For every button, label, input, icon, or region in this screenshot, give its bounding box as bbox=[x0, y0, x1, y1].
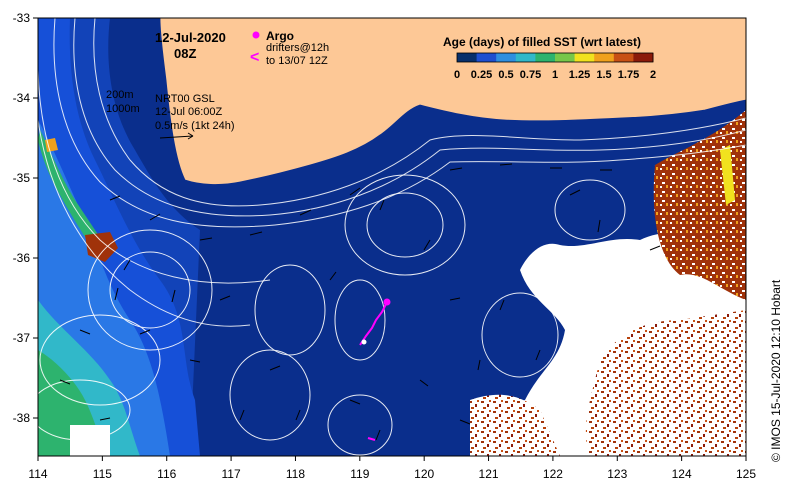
colorbar-tick-label: 0.75 bbox=[520, 69, 541, 81]
colorbar-swatch bbox=[594, 53, 615, 62]
map-date: 12-Jul-2020 bbox=[155, 30, 226, 45]
colorbar-title: Age (days) of filled SST (wrt latest) bbox=[443, 35, 641, 49]
lon-tick-label: 118 bbox=[286, 467, 305, 481]
lon-tick-label: 114 bbox=[28, 467, 47, 481]
colorbar-swatch bbox=[574, 53, 595, 62]
colorbar-tick-label: 1.25 bbox=[569, 69, 590, 81]
brown-coast-patch bbox=[85, 232, 118, 262]
lat-tick-label: -38 bbox=[13, 411, 31, 425]
old-data-speckle-south bbox=[470, 394, 560, 456]
old-data-speckle-east bbox=[585, 310, 746, 456]
argo-drifter-tracks bbox=[359, 298, 391, 441]
eddy-contours bbox=[38, 174, 626, 456]
colorbar-swatch bbox=[496, 53, 517, 62]
colorbar-tick-label: 1 bbox=[552, 69, 558, 81]
colorbar-frame bbox=[456, 52, 654, 63]
vector-scale-arrow bbox=[159, 135, 194, 139]
colorbar-swatch bbox=[457, 53, 478, 62]
colorbar-tick-label: 1.5 bbox=[596, 69, 611, 81]
product-label: NRT00 GSL bbox=[155, 93, 215, 105]
colorbar-swatch bbox=[515, 53, 536, 62]
colorbar-swatch bbox=[633, 53, 654, 62]
argo-legend: Argo < drifters@12h to 13/07 12Z bbox=[250, 29, 329, 67]
lat-tick-label: -34 bbox=[13, 91, 31, 105]
colorbar-swatch bbox=[476, 53, 497, 62]
lon-tick-label: 115 bbox=[93, 467, 112, 481]
green-north-strip bbox=[38, 130, 105, 252]
imos-credit: © IMOS 15-Jul-2020 12:10 Hobart bbox=[769, 279, 783, 462]
isobath-1000m-label: 1000m bbox=[106, 103, 140, 115]
drifter-icon: < bbox=[250, 49, 259, 66]
colorbar-tick-label: 1.75 bbox=[618, 69, 639, 81]
isobath-200m-label: 200m bbox=[106, 89, 134, 101]
colorbar-swatch bbox=[555, 53, 576, 62]
lon-tick-label: 123 bbox=[607, 467, 627, 481]
lat-axis-labels: -33 -34 -35 -36 -37 -38 bbox=[13, 11, 38, 425]
lat-tick-label: -36 bbox=[13, 251, 31, 265]
lon-tick-label: 122 bbox=[543, 467, 563, 481]
drifters-label-line1: drifters@12h bbox=[266, 42, 329, 54]
lat-tick-label: -35 bbox=[13, 171, 31, 185]
colorbar-swatches bbox=[457, 53, 654, 62]
lat-tick-label: -33 bbox=[13, 11, 31, 25]
colorbar-swatch bbox=[535, 53, 556, 62]
map-frame bbox=[37, 17, 747, 457]
map-area bbox=[38, 18, 746, 456]
argo-label: Argo bbox=[266, 29, 294, 43]
white-patch-coast bbox=[70, 425, 110, 456]
vector-scale-arrowhead bbox=[187, 132, 194, 140]
lon-tick-label: 120 bbox=[414, 467, 434, 481]
isobath-contours bbox=[38, 18, 746, 327]
colorbar-swatch bbox=[613, 53, 634, 62]
current-vectors bbox=[59, 163, 661, 441]
argo-icon bbox=[252, 31, 260, 39]
lat-tick-label: -37 bbox=[13, 331, 31, 345]
colorbar-tick-labels: 0 0.25 0.5 0.75 1 1.25 1.5 1.75 2 bbox=[454, 69, 656, 81]
colorbar-tick-label: 2 bbox=[650, 69, 656, 81]
lon-axis-labels: 114 115 116 117 118 119 120 121 122 123 124 125 bbox=[28, 456, 756, 481]
map-time: 08Z bbox=[174, 46, 196, 61]
lon-tick-label: 119 bbox=[350, 467, 369, 481]
drifters-label-line2: to 13/07 12Z bbox=[266, 55, 328, 67]
lon-tick-label: 124 bbox=[672, 467, 692, 481]
colorbar-tick-label: 0 bbox=[454, 69, 460, 81]
lon-tick-label: 121 bbox=[479, 467, 499, 481]
lon-tick-label: 116 bbox=[157, 467, 176, 481]
argo-float-marker bbox=[383, 298, 391, 306]
map-info: 200m 1000m NRT00 GSL 12-Jul 06:00Z 0.5m/… bbox=[106, 89, 234, 140]
colorbar-tick-label: 0.5 bbox=[498, 69, 513, 81]
yellow-coast-spot bbox=[45, 138, 58, 152]
lon-tick-label: 125 bbox=[736, 467, 756, 481]
vector-scale-label: 0.5m/s (1kt 24h) bbox=[155, 120, 234, 132]
lon-tick-label: 117 bbox=[222, 467, 241, 481]
colorbar-tick-label: 0.25 bbox=[471, 69, 492, 81]
map-header: 12-Jul-2020 08Z bbox=[155, 30, 226, 61]
valid-time-label: 12-Jul 06:00Z bbox=[155, 106, 223, 118]
yellow-northeast-spots bbox=[720, 145, 735, 205]
